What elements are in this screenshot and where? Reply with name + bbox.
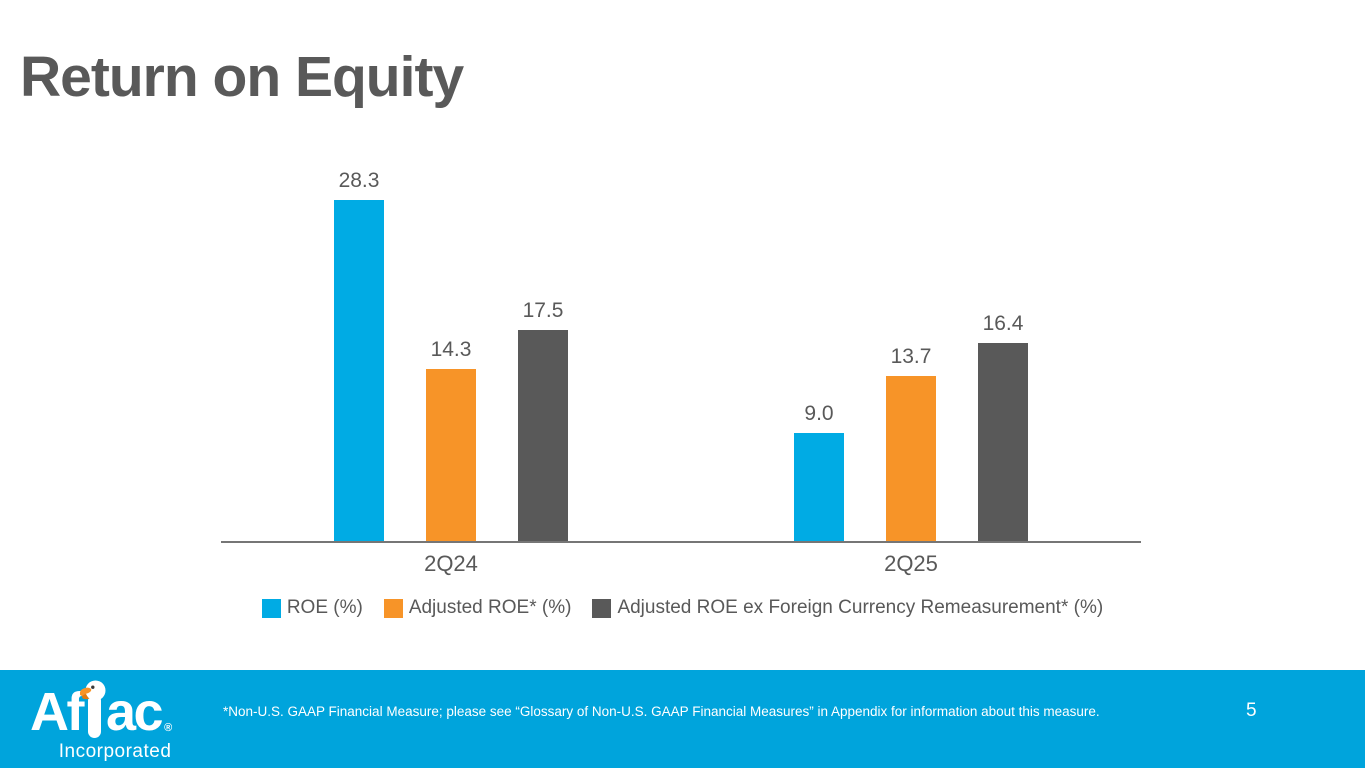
chart-bar <box>426 369 476 541</box>
bar-value-label: 17.5 <box>522 299 564 322</box>
legend-swatch <box>261 598 281 618</box>
chart-bar <box>334 200 384 541</box>
legend-item: ROE (%) <box>261 597 363 619</box>
registered-mark: ® <box>164 722 173 735</box>
chart-bar <box>886 376 936 541</box>
page-title: Return on Equity <box>20 45 464 109</box>
x-axis-label: 2Q25 <box>884 551 938 576</box>
duck-icon <box>79 680 106 738</box>
aflac-logo-wordmark: Af ac ® <box>30 680 173 743</box>
chart-bar <box>978 343 1028 541</box>
aflac-logo: Af ac ® Incorporated <box>30 680 172 763</box>
bar-chart: 2Q24 28.3 14.3 17.5 2Q25 9.0 13.7 16.4 <box>221 169 1141 576</box>
legend-label: Adjusted ROE* (%) <box>408 597 572 618</box>
chart-bar <box>794 433 844 541</box>
chart-bar <box>518 330 568 541</box>
legend-swatch <box>383 598 403 618</box>
bar-value-label: 16.4 <box>982 312 1024 335</box>
logo-subtext: Incorporated <box>58 741 172 762</box>
bar-value-label: 14.3 <box>430 338 472 361</box>
bar-value-label: 9.0 <box>804 402 834 425</box>
legend-label: ROE (%) <box>286 597 363 618</box>
bar-value-label: 28.3 <box>338 169 380 192</box>
legend-item: Adjusted ROE ex Foreign Currency Remeasu… <box>592 597 1103 619</box>
legend-swatch <box>592 598 612 618</box>
chart-legend: ROE (%) Adjusted ROE* (%) Adjusted ROE ex … <box>0 597 1365 619</box>
legend-item: Adjusted ROE* (%) <box>383 597 572 619</box>
x-axis-label: 2Q24 <box>424 551 478 576</box>
bar-value-label: 13.7 <box>890 345 932 368</box>
logo-text-right: ac <box>105 682 164 743</box>
footer-bar: Af ac ® Incorporated *Non-U.S. GAAP Fina… <box>0 670 1365 768</box>
footnote-text: *Non-U.S. GAAP Financial Measure; please… <box>223 704 1100 719</box>
page-number: 5 <box>1246 700 1257 721</box>
legend-label: Adjusted ROE ex Foreign Currency Remeasu… <box>617 597 1104 618</box>
logo-text-left: Af <box>30 682 84 743</box>
